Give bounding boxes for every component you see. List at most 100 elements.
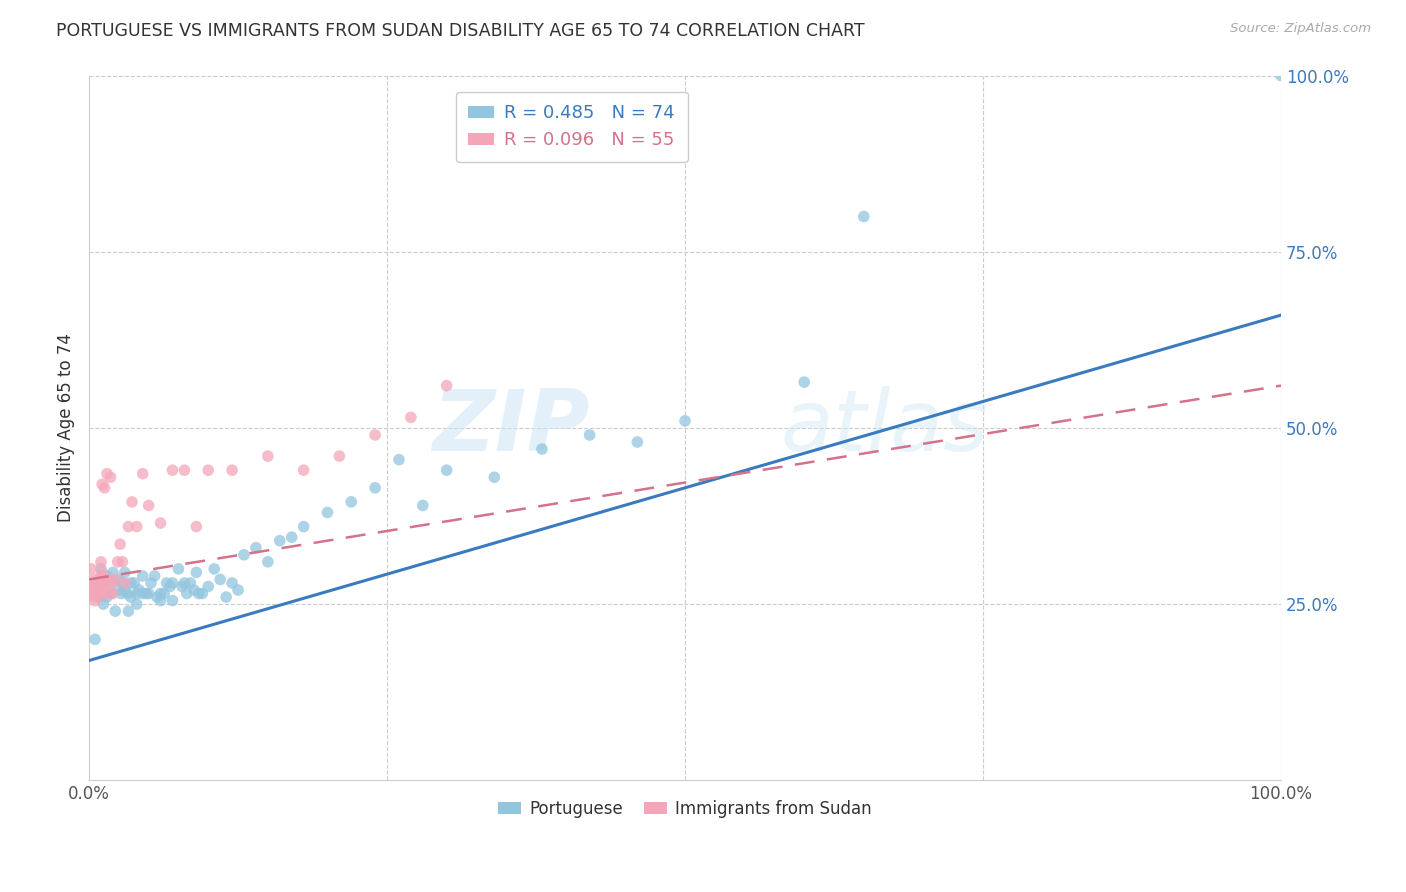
Point	[84, 593, 107, 607]
Point	[138, 586, 160, 600]
Point	[90, 576, 112, 591]
Point	[226, 582, 249, 597]
Point	[167, 562, 190, 576]
Point	[257, 449, 280, 463]
Point	[86, 582, 108, 597]
Point	[191, 586, 214, 600]
Point	[96, 590, 118, 604]
Point	[90, 582, 112, 597]
Point	[86, 590, 108, 604]
Point	[120, 590, 142, 604]
Point	[100, 470, 122, 484]
Point	[186, 566, 208, 580]
Point	[115, 586, 138, 600]
Point	[186, 519, 208, 533]
Text: Source: ZipAtlas.com: Source: ZipAtlas.com	[1230, 22, 1371, 36]
Point	[84, 586, 107, 600]
Point	[114, 576, 136, 591]
Point	[578, 428, 600, 442]
Point	[84, 576, 107, 591]
Point	[124, 576, 146, 591]
Point	[143, 569, 166, 583]
Point	[114, 566, 136, 580]
Point	[120, 576, 142, 591]
Point	[93, 576, 115, 591]
Point	[292, 519, 315, 533]
Legend: Portuguese, Immigrants from Sudan: Portuguese, Immigrants from Sudan	[492, 794, 879, 825]
Point	[162, 576, 184, 591]
Point	[131, 569, 153, 583]
Point	[209, 573, 232, 587]
Point	[436, 463, 458, 477]
Point	[388, 452, 411, 467]
Point	[125, 586, 148, 600]
Point	[364, 481, 387, 495]
Point	[793, 375, 815, 389]
Point	[114, 582, 136, 597]
Point	[128, 582, 150, 597]
Point	[97, 573, 120, 587]
Point	[96, 569, 118, 583]
Point	[202, 562, 225, 576]
Point	[149, 593, 172, 607]
Point	[176, 586, 198, 600]
Point	[233, 548, 256, 562]
Point	[245, 541, 267, 555]
Point	[280, 530, 302, 544]
Point	[110, 586, 132, 600]
Y-axis label: Disability Age 65 to 74: Disability Age 65 to 74	[58, 334, 75, 523]
Point	[125, 519, 148, 533]
Point	[91, 477, 114, 491]
Point	[146, 590, 169, 604]
Point	[215, 590, 238, 604]
Point	[179, 576, 201, 591]
Point	[86, 576, 108, 591]
Text: ZIP: ZIP	[432, 386, 589, 469]
Point	[131, 467, 153, 481]
Point	[108, 573, 131, 587]
Point	[82, 586, 104, 600]
Point	[364, 428, 387, 442]
Point	[90, 562, 112, 576]
Text: PORTUGUESE VS IMMIGRANTS FROM SUDAN DISABILITY AGE 65 TO 74 CORRELATION CHART: PORTUGUESE VS IMMIGRANTS FROM SUDAN DISA…	[56, 22, 865, 40]
Point	[94, 576, 117, 591]
Point	[173, 463, 195, 477]
Point	[91, 566, 114, 580]
Point	[197, 579, 219, 593]
Point	[84, 579, 107, 593]
Point	[98, 586, 121, 600]
Point	[173, 576, 195, 591]
Point	[162, 463, 184, 477]
Point	[87, 579, 110, 593]
Point	[162, 593, 184, 607]
Point	[153, 586, 176, 600]
Point	[93, 481, 115, 495]
Point	[84, 586, 107, 600]
Point	[101, 566, 124, 580]
Point	[111, 576, 134, 591]
Point	[340, 495, 363, 509]
Point	[83, 590, 105, 604]
Point	[108, 582, 131, 597]
Point	[100, 576, 122, 591]
Point	[269, 533, 291, 548]
Point	[101, 586, 124, 600]
Point	[1270, 69, 1292, 83]
Point	[187, 586, 209, 600]
Point	[83, 573, 105, 587]
Point	[135, 586, 157, 600]
Point	[107, 555, 129, 569]
Point	[436, 378, 458, 392]
Point	[90, 555, 112, 569]
Point	[80, 562, 103, 576]
Point	[155, 576, 177, 591]
Point	[159, 579, 181, 593]
Point	[108, 537, 131, 551]
Point	[316, 506, 339, 520]
Point	[104, 573, 127, 587]
Point	[257, 555, 280, 569]
Text: atlas: atlas	[780, 386, 988, 469]
Point	[530, 442, 553, 456]
Point	[93, 597, 115, 611]
Point	[111, 555, 134, 569]
